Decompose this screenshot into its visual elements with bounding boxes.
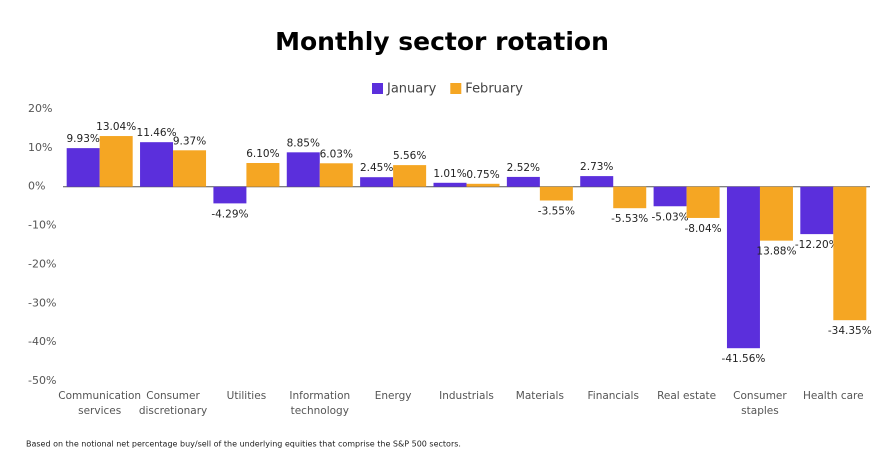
value-label: 6.03% (320, 148, 353, 160)
x-tick-label: Utilities (227, 390, 267, 402)
bar (286, 152, 320, 187)
y-tick-label: -30% (28, 296, 56, 309)
x-tick-label: Energy (375, 390, 412, 402)
value-label: 13.88% (756, 246, 796, 258)
bar (140, 142, 174, 187)
value-label: -41.56% (722, 353, 766, 365)
bar (213, 186, 247, 204)
y-tick-label: -40% (28, 335, 56, 348)
value-label: -4.29% (211, 208, 248, 220)
value-label: 2.45% (360, 162, 393, 174)
value-label: -8.04% (685, 223, 722, 235)
x-tick-label: Consumer discretionary (139, 390, 207, 417)
value-label: 11.46% (137, 127, 177, 139)
legend-label: January (386, 82, 437, 97)
bar (686, 186, 720, 218)
bar (726, 186, 760, 349)
x-tick-label: Materials (516, 390, 564, 402)
bar (360, 177, 394, 187)
footnote: Based on the notional net percentage buy… (26, 440, 461, 449)
legend-label: February (465, 82, 523, 97)
value-label: -12.20% (795, 239, 839, 251)
x-tick-label: Communication services (58, 390, 141, 417)
y-tick-label: 10% (28, 141, 52, 154)
bar (393, 165, 427, 187)
value-label: 9.93% (67, 133, 100, 145)
value-label: 6.10% (246, 148, 279, 160)
value-label: 0.75% (466, 169, 499, 181)
chart-title: Monthly sector rotation (275, 27, 609, 56)
value-label: 2.73% (580, 161, 613, 173)
bar (800, 186, 834, 235)
x-tick-label: Information technology (289, 390, 350, 417)
bar (580, 176, 614, 187)
bar (833, 186, 867, 321)
bar (506, 176, 540, 187)
bar (653, 186, 687, 207)
bar (99, 136, 133, 187)
value-label: 13.04% (96, 121, 136, 133)
legend-swatch (450, 83, 462, 94)
value-label: 1.01% (433, 168, 466, 180)
bar (319, 163, 353, 187)
legend-swatch (372, 83, 383, 94)
bar (246, 163, 280, 187)
y-tick-label: -20% (28, 257, 56, 270)
x-tick-label: Financials (588, 390, 639, 402)
bar (433, 182, 467, 187)
bar (66, 148, 100, 187)
bar (466, 183, 500, 187)
x-tick-label: Real estate (657, 390, 716, 402)
value-label: 5.56% (393, 150, 426, 162)
x-tick-label: Health care (803, 390, 864, 402)
bar (759, 186, 793, 241)
y-tick-label: 0% (28, 180, 45, 193)
value-label: -5.53% (611, 213, 648, 225)
value-label: 8.85% (287, 137, 320, 149)
value-label: -3.55% (538, 206, 575, 218)
bar (539, 186, 573, 201)
value-label: -5.03% (652, 211, 689, 223)
bar (173, 150, 207, 187)
y-tick-label: -10% (28, 219, 56, 232)
value-label: -34.35% (828, 325, 872, 337)
value-label: 9.37% (173, 135, 206, 147)
x-tick-label: Consumer staples (733, 390, 787, 417)
y-tick-label: -50% (28, 374, 56, 387)
y-tick-label: 20% (28, 102, 52, 115)
x-tick-label: Industrials (439, 390, 494, 402)
value-label: 2.52% (507, 162, 540, 174)
bar (613, 186, 647, 209)
